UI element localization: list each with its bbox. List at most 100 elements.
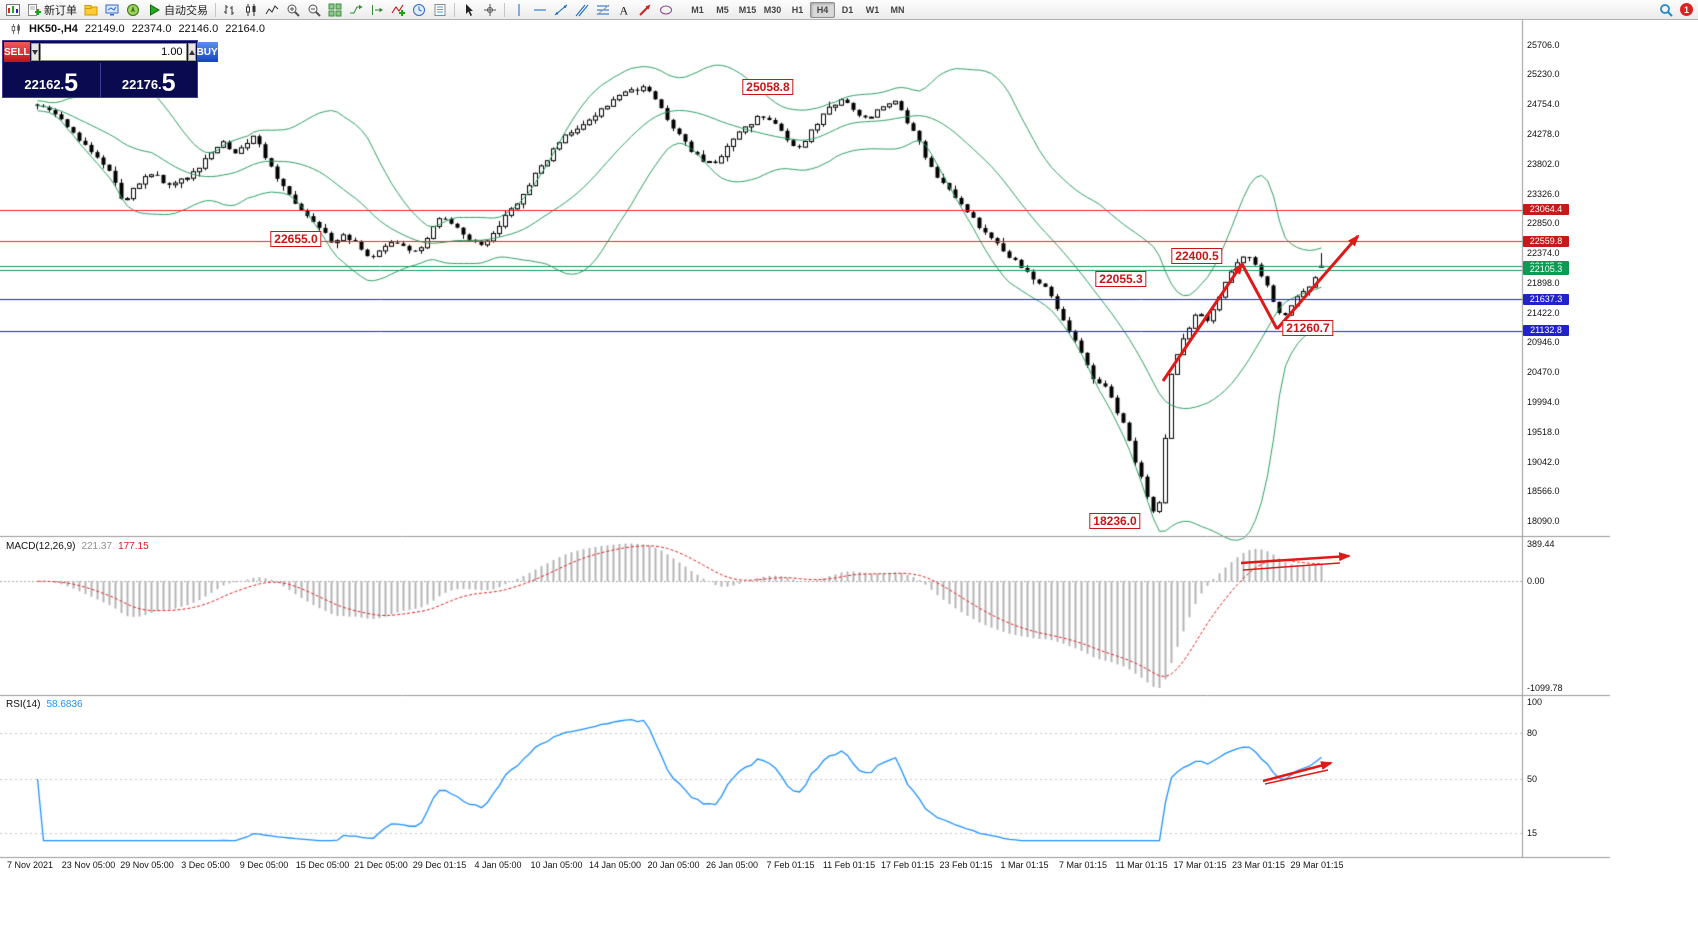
cursor-icon (466, 3, 473, 16)
new-order-button[interactable]: 新订单 (24, 1, 80, 19)
buy-price-pip: 5 (161, 69, 176, 97)
indicators-button[interactable] (388, 1, 408, 19)
templates-button[interactable] (430, 1, 450, 19)
sell-button[interactable]: SELL (4, 42, 30, 62)
chart-shift-icon (372, 4, 383, 15)
quote-open: 22149.0 (84, 23, 125, 35)
timeframe-m30-button[interactable]: M30 (763, 4, 782, 15)
fibonacci-button[interactable] (593, 1, 613, 19)
search-button[interactable] (1656, 1, 1676, 19)
sell-price-pip: 5 (64, 69, 79, 97)
toolbar-separator (454, 2, 455, 17)
quote-bar: HK50-,H4 22149.0 22374.0 22146.0 22164.0 (10, 23, 265, 35)
sell-price-display[interactable]: 22162. 5 (3, 63, 101, 97)
fibonacci-icon (596, 4, 610, 15)
periods-button[interactable] (409, 1, 429, 19)
one-click-trading-panel: SELL BUY 22162.5 22176.5 (2, 40, 218, 98)
line-chart-button[interactable] (262, 1, 282, 19)
spinner-up-icon (188, 49, 195, 55)
toolbar-separator (215, 2, 216, 17)
volume-decrease-button[interactable] (30, 43, 39, 61)
market-watch-icon (105, 4, 119, 15)
search-icon (1660, 3, 1673, 17)
market-watch-icon[interactable] (102, 1, 122, 19)
timeframe-m15-button[interactable]: M15 (738, 4, 757, 15)
navigator-icon (127, 3, 139, 16)
macd-signal-value: 177.15 (118, 541, 149, 552)
horizontal-line-button[interactable] (530, 1, 550, 19)
volume-input[interactable] (39, 43, 187, 61)
rsi-value: 58.6836 (46, 699, 83, 710)
macd-indicator-label: MACD(12,26,9) 221.37 177.15 (6, 541, 149, 552)
rsi-indicator-label: RSI(14) 58.6836 (6, 699, 83, 710)
hline-icon (534, 9, 546, 10)
auto-trading-button-label: 自动交易 (164, 4, 208, 17)
shapes-button[interactable] (656, 1, 676, 19)
rsi-name: RSI(14) (6, 699, 41, 710)
timeframe-d1-button[interactable]: D1 (841, 4, 854, 15)
timeframe-m1-button[interactable]: M1 (691, 4, 704, 15)
channel-button[interactable] (572, 1, 592, 19)
tile-windows-icon (328, 3, 342, 16)
shapes-icon (660, 5, 672, 14)
play-icon (150, 3, 160, 16)
buy-price-display[interactable]: 22176. 5 (101, 63, 198, 97)
volume-increase-button[interactable] (187, 43, 196, 61)
channel-icon (575, 4, 589, 16)
trendline-icon (554, 4, 568, 15)
quote-low: 22146.0 (178, 23, 219, 35)
crosshair-button[interactable] (480, 1, 500, 19)
buy-price-main: 22176. (121, 77, 162, 92)
line-chart-icon (265, 4, 279, 14)
chart-window-icon (6, 3, 20, 16)
templates-icon (434, 3, 446, 16)
timeframe-group: M1 M5 M15 M30 H1 H4 D1 W1 MN (685, 1, 910, 18)
indicators-icon (391, 4, 405, 16)
timeframe-w1-button[interactable]: W1 (865, 4, 880, 15)
text-button[interactable]: A (614, 1, 634, 19)
arrow-tool-button[interactable] (635, 1, 655, 19)
notification-badge[interactable]: 1 (1680, 3, 1693, 16)
zoom-in-icon (287, 4, 300, 17)
chart-window-icon[interactable] (3, 1, 23, 19)
auto-trading-button[interactable]: 自动交易 (144, 1, 211, 19)
candlestick-chart-button[interactable] (241, 1, 261, 19)
vertical-line-button[interactable] (509, 1, 529, 19)
trendline-button[interactable] (551, 1, 571, 19)
spinner-down-icon (31, 49, 38, 55)
timeframe-h4-button[interactable]: H4 (810, 1, 835, 18)
navigator-icon[interactable] (123, 1, 143, 19)
quote-high: 22374.0 (131, 23, 172, 35)
crosshair-icon (484, 3, 496, 16)
auto-scroll-button[interactable] (346, 1, 366, 19)
macd-main-value: 221.37 (81, 541, 113, 552)
toolbar-separator (504, 2, 505, 17)
main-toolbar: 新订单 自动交易 A M1 M5 M15 M30 H1 H4 D1 W1 MN 1 (0, 0, 1698, 20)
arrow-tool-icon (639, 4, 651, 16)
timeframe-m5-button[interactable]: M5 (716, 4, 729, 15)
macd-name: MACD(12,26,9) (6, 541, 76, 552)
quote-close: 22164.0 (225, 23, 265, 35)
bar-chart-icon (224, 4, 234, 15)
symbol-period: HK50-,H4 (29, 23, 78, 35)
chart-shift-button[interactable] (367, 1, 387, 19)
sell-price-main: 22162. (24, 77, 65, 92)
candle-chart-icon (246, 3, 256, 16)
timeframe-h1-button[interactable]: H1 (791, 4, 804, 15)
cursor-button[interactable] (459, 1, 479, 19)
period-icon (413, 3, 425, 16)
zoom-out-icon (308, 4, 321, 17)
text-icon: A (620, 3, 629, 17)
timeframe-mn-button[interactable]: MN (890, 4, 905, 15)
chart-symbol-icon (11, 23, 20, 35)
bar-chart-button[interactable] (220, 1, 240, 19)
tile-windows-button[interactable] (325, 1, 345, 19)
auto-scroll-icon (350, 4, 363, 13)
profiles-icon[interactable] (81, 1, 101, 19)
zoom-out-button[interactable] (304, 1, 324, 19)
toolbar-right-group: 1 (1656, 1, 1695, 19)
zoom-in-button[interactable] (283, 1, 303, 19)
buy-button[interactable]: BUY (196, 42, 218, 62)
